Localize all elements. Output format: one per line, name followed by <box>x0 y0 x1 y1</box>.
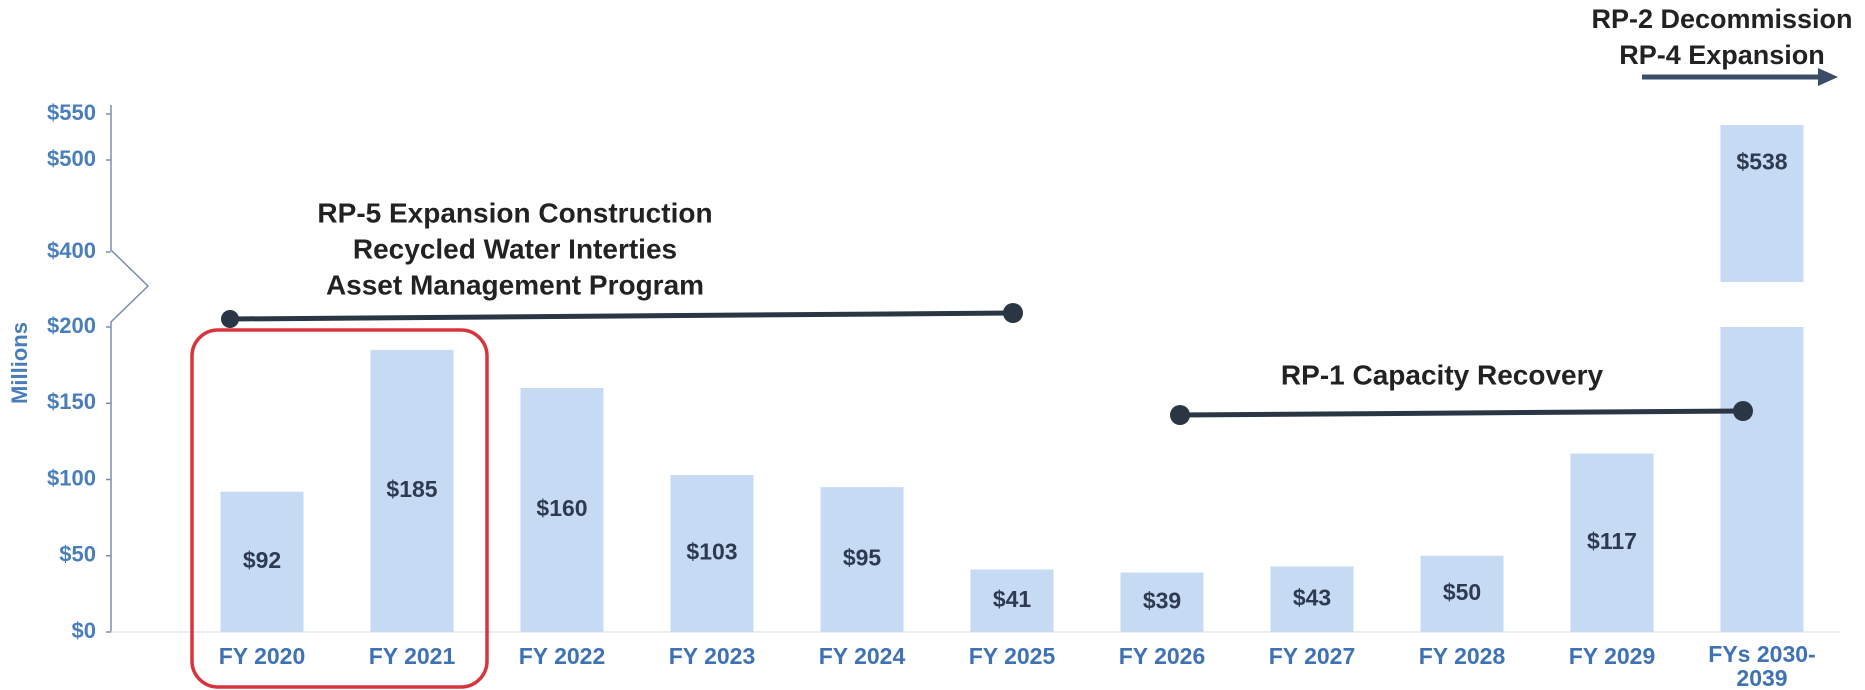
bar <box>1270 566 1354 632</box>
x-tick-label: FY 2028 <box>1419 643 1506 669</box>
y-tick-label: $200 <box>47 313 96 338</box>
y-tick-label: $150 <box>47 389 96 414</box>
annotation: Recycled Water Interties <box>353 233 677 264</box>
value-label: $92 <box>243 547 281 573</box>
value-label: $103 <box>686 539 737 565</box>
span-dot <box>1003 303 1023 323</box>
value-label: $117 <box>1587 528 1637 554</box>
y-axis-label: Millions <box>7 322 32 404</box>
x-tick-label: FYs 2030-2039 <box>1708 641 1815 690</box>
y-tick-label: $550 <box>47 100 96 125</box>
x-tick-label: FY 2023 <box>669 643 756 669</box>
span-line <box>1179 408 1744 418</box>
y-tick-label: $50 <box>59 542 96 567</box>
value-label: $50 <box>1443 579 1481 605</box>
span-dot <box>1170 405 1190 425</box>
span-dot <box>221 310 239 328</box>
bar <box>1720 125 1804 282</box>
x-tick-label: FY 2029 <box>1569 643 1656 669</box>
x-tick-label: FY 2026 <box>1119 643 1206 669</box>
x-tick-label: FY 2025 <box>969 643 1056 669</box>
bar <box>970 569 1054 632</box>
annotation: RP-2 Decommission <box>1591 4 1852 34</box>
annotation: RP-4 Expansion <box>1619 40 1825 70</box>
value-label: $41 <box>993 586 1032 612</box>
annotation: RP-5 Expansion Construction <box>317 197 712 228</box>
bar <box>1570 453 1654 632</box>
value-label: $39 <box>1143 587 1181 613</box>
bar <box>820 487 904 632</box>
annotation: RP-1 Capacity Recovery <box>1281 359 1604 390</box>
value-label: $95 <box>843 545 882 571</box>
x-tick-label: FY 2027 <box>1269 643 1356 669</box>
y-tick-label: $500 <box>47 146 96 171</box>
value-label: $160 <box>536 495 587 521</box>
bars <box>220 125 1804 632</box>
span-dot <box>1733 401 1753 421</box>
bar <box>520 388 604 632</box>
value-label: $185 <box>386 476 437 502</box>
bar <box>670 474 754 632</box>
value-label: $538 <box>1736 149 1787 175</box>
y-tick-label: $400 <box>47 238 96 263</box>
bar <box>1420 555 1504 632</box>
bar <box>370 349 454 632</box>
highlight-box <box>190 328 489 689</box>
x-tick-label: FY 2021 <box>369 643 456 669</box>
x-tick-label: FY 2024 <box>819 643 906 669</box>
y-tick-label: $100 <box>47 465 96 490</box>
x-tick-label: FY 2020 <box>219 643 306 669</box>
y-tick-label: $0 <box>72 618 96 643</box>
y-axis <box>110 105 150 632</box>
bar <box>1120 572 1204 632</box>
bar <box>220 491 304 632</box>
arrow-head <box>1818 68 1838 86</box>
span-line <box>229 310 1014 322</box>
x-tick-label: FY 2022 <box>519 643 606 669</box>
value-label: $43 <box>1293 584 1331 610</box>
annotation: Asset Management Program <box>326 269 704 300</box>
bar <box>1720 327 1804 632</box>
